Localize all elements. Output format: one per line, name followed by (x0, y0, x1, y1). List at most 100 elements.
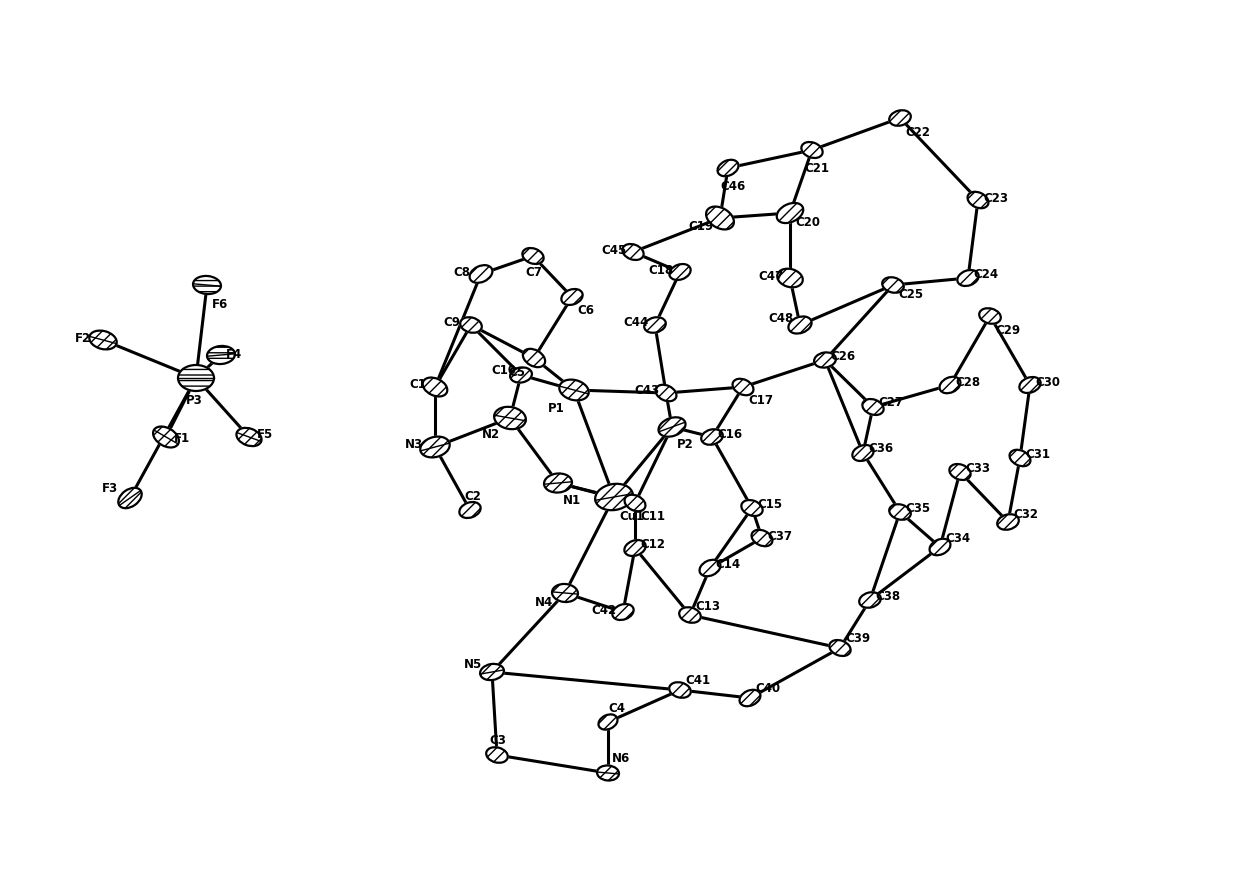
Text: C41: C41 (684, 673, 711, 686)
Ellipse shape (624, 539, 646, 557)
Ellipse shape (552, 584, 578, 602)
Ellipse shape (469, 264, 494, 284)
Text: C32: C32 (1013, 507, 1038, 521)
Text: C5: C5 (508, 366, 525, 379)
Text: C48: C48 (768, 313, 794, 325)
Text: C22: C22 (905, 125, 930, 138)
Ellipse shape (193, 276, 221, 294)
Ellipse shape (776, 202, 805, 224)
Ellipse shape (1019, 377, 1040, 393)
Ellipse shape (423, 378, 448, 396)
Ellipse shape (997, 515, 1019, 529)
Ellipse shape (521, 247, 544, 265)
Ellipse shape (118, 487, 143, 509)
Ellipse shape (888, 109, 911, 127)
Ellipse shape (179, 365, 215, 391)
Ellipse shape (699, 559, 720, 576)
Ellipse shape (510, 366, 533, 383)
Ellipse shape (929, 537, 951, 556)
Ellipse shape (236, 427, 263, 448)
Ellipse shape (882, 278, 904, 292)
Ellipse shape (830, 640, 851, 656)
Ellipse shape (967, 192, 988, 208)
Text: F6: F6 (212, 299, 228, 312)
Ellipse shape (706, 206, 734, 229)
Text: C8: C8 (453, 265, 470, 278)
Ellipse shape (419, 435, 450, 458)
Text: C18: C18 (649, 263, 673, 277)
Ellipse shape (701, 429, 723, 445)
Ellipse shape (950, 464, 971, 480)
Text: N6: N6 (613, 752, 630, 766)
Ellipse shape (858, 591, 882, 609)
Ellipse shape (544, 473, 572, 492)
Ellipse shape (480, 664, 503, 680)
Text: C47: C47 (758, 270, 784, 283)
Ellipse shape (1009, 450, 1030, 466)
Text: P2: P2 (677, 439, 693, 451)
Text: C39: C39 (844, 632, 870, 645)
Ellipse shape (862, 399, 884, 415)
Ellipse shape (732, 378, 754, 396)
Text: C17: C17 (748, 395, 773, 408)
Ellipse shape (882, 277, 905, 293)
Ellipse shape (862, 398, 884, 416)
Text: C46: C46 (720, 180, 745, 193)
Text: N1: N1 (563, 494, 582, 507)
Ellipse shape (828, 639, 852, 657)
Ellipse shape (621, 243, 645, 261)
Ellipse shape (815, 352, 836, 367)
Ellipse shape (859, 592, 880, 608)
Text: C34: C34 (945, 532, 970, 545)
Text: N5: N5 (464, 657, 482, 670)
Ellipse shape (494, 406, 527, 430)
Ellipse shape (596, 765, 620, 781)
Ellipse shape (800, 141, 823, 159)
Ellipse shape (153, 426, 179, 448)
Text: F2: F2 (74, 331, 91, 344)
Ellipse shape (459, 502, 481, 518)
Ellipse shape (949, 463, 972, 481)
Ellipse shape (980, 308, 1001, 324)
Ellipse shape (718, 159, 739, 176)
Text: C36: C36 (868, 442, 893, 455)
Ellipse shape (560, 288, 584, 306)
Ellipse shape (89, 330, 117, 350)
Ellipse shape (657, 417, 687, 438)
Ellipse shape (543, 472, 573, 493)
Ellipse shape (192, 275, 222, 295)
Ellipse shape (678, 606, 702, 624)
Ellipse shape (776, 268, 804, 288)
Ellipse shape (889, 110, 911, 126)
Ellipse shape (1008, 448, 1032, 467)
Ellipse shape (494, 407, 526, 429)
Ellipse shape (656, 385, 677, 401)
Text: C28: C28 (955, 376, 980, 389)
Text: C13: C13 (694, 601, 720, 613)
Ellipse shape (237, 428, 262, 446)
Ellipse shape (420, 437, 450, 457)
Text: C6: C6 (577, 305, 594, 317)
Ellipse shape (698, 559, 722, 577)
Text: C31: C31 (1025, 448, 1050, 461)
Ellipse shape (479, 663, 505, 681)
Ellipse shape (658, 418, 686, 437)
Ellipse shape (739, 690, 760, 707)
Ellipse shape (551, 583, 579, 603)
Ellipse shape (485, 746, 508, 764)
Text: C16: C16 (717, 428, 742, 441)
Ellipse shape (523, 349, 546, 367)
Ellipse shape (611, 603, 635, 621)
Ellipse shape (625, 540, 646, 556)
Text: C43: C43 (634, 384, 660, 397)
Text: F5: F5 (257, 428, 273, 441)
Text: F1: F1 (174, 433, 190, 446)
Ellipse shape (777, 269, 802, 287)
Text: C33: C33 (965, 462, 990, 475)
Ellipse shape (668, 263, 692, 281)
Ellipse shape (787, 315, 812, 335)
Text: Cu1: Cu1 (619, 510, 644, 523)
Text: C37: C37 (768, 529, 792, 543)
Ellipse shape (888, 503, 911, 521)
Text: C9: C9 (443, 316, 460, 329)
